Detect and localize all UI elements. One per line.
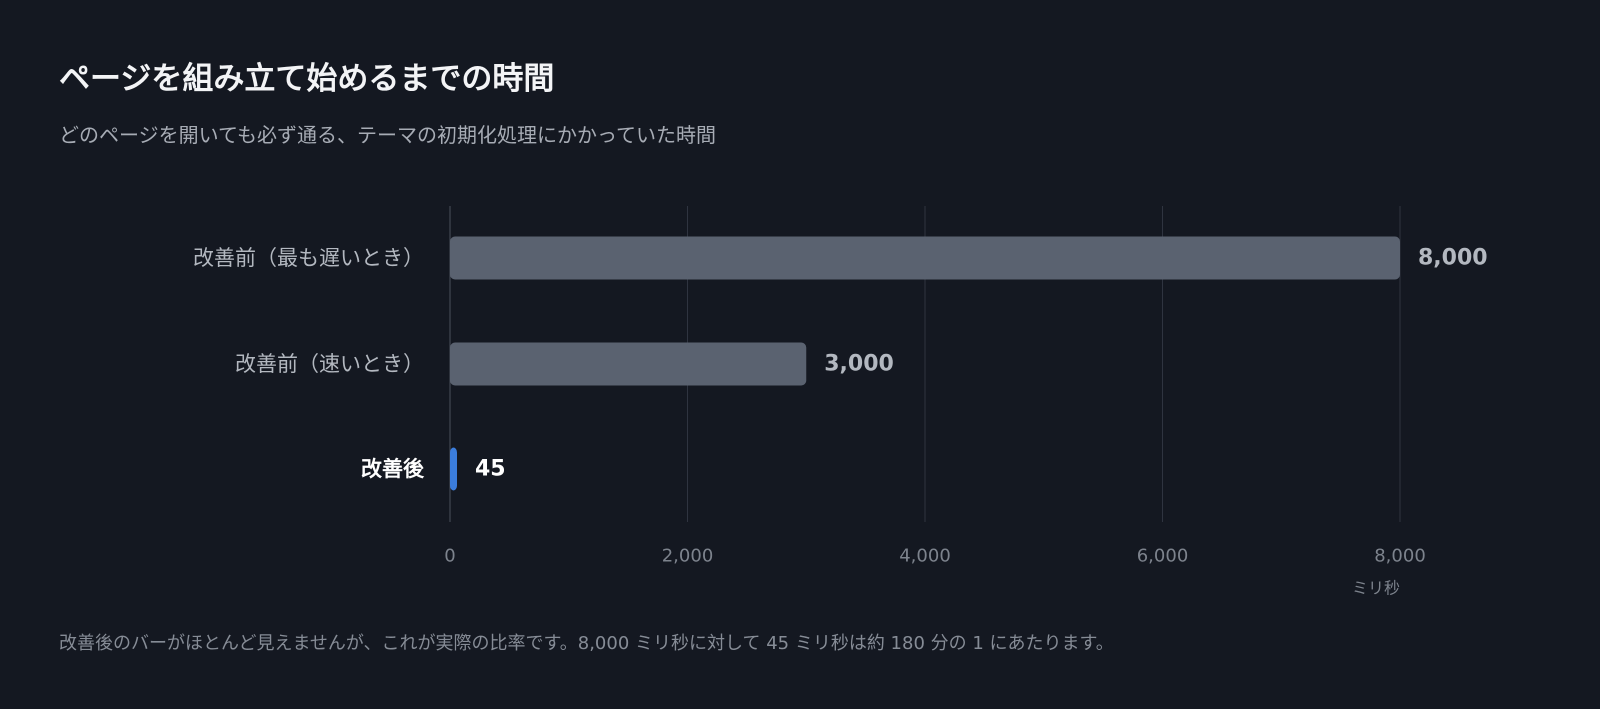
category-label: 改善前（最も遅いとき） [193,246,424,270]
value-label: 3,000 [824,352,894,377]
value-label: 45 [475,457,506,482]
bar [450,342,807,386]
bar [450,236,1400,280]
x-tick-label: 8,000 [1374,546,1426,567]
x-tick-label: 2,000 [662,546,714,567]
x-tick-label: 6,000 [1137,546,1189,567]
x-tick-label: 4,000 [899,546,951,567]
chart-footnote: 改善後のバーがほとんど見えませんが、これが実際の比率です。8,000 ミリ秒に対… [59,633,1114,654]
x-tick-label: 0 [444,546,455,567]
chart-title: ページを組み立て始めるまでの時間 [59,61,555,97]
x-axis-label: ミリ秒 [1352,579,1400,598]
category-label: 改善前（速いとき） [235,352,424,376]
category-label: 改善後 [361,457,425,481]
bar [450,447,457,491]
value-label: 8,000 [1418,246,1488,271]
chart-subtitle: どのページを開いても必ず通る、テーマの初期化処理にかかっていた時間 [59,123,716,147]
